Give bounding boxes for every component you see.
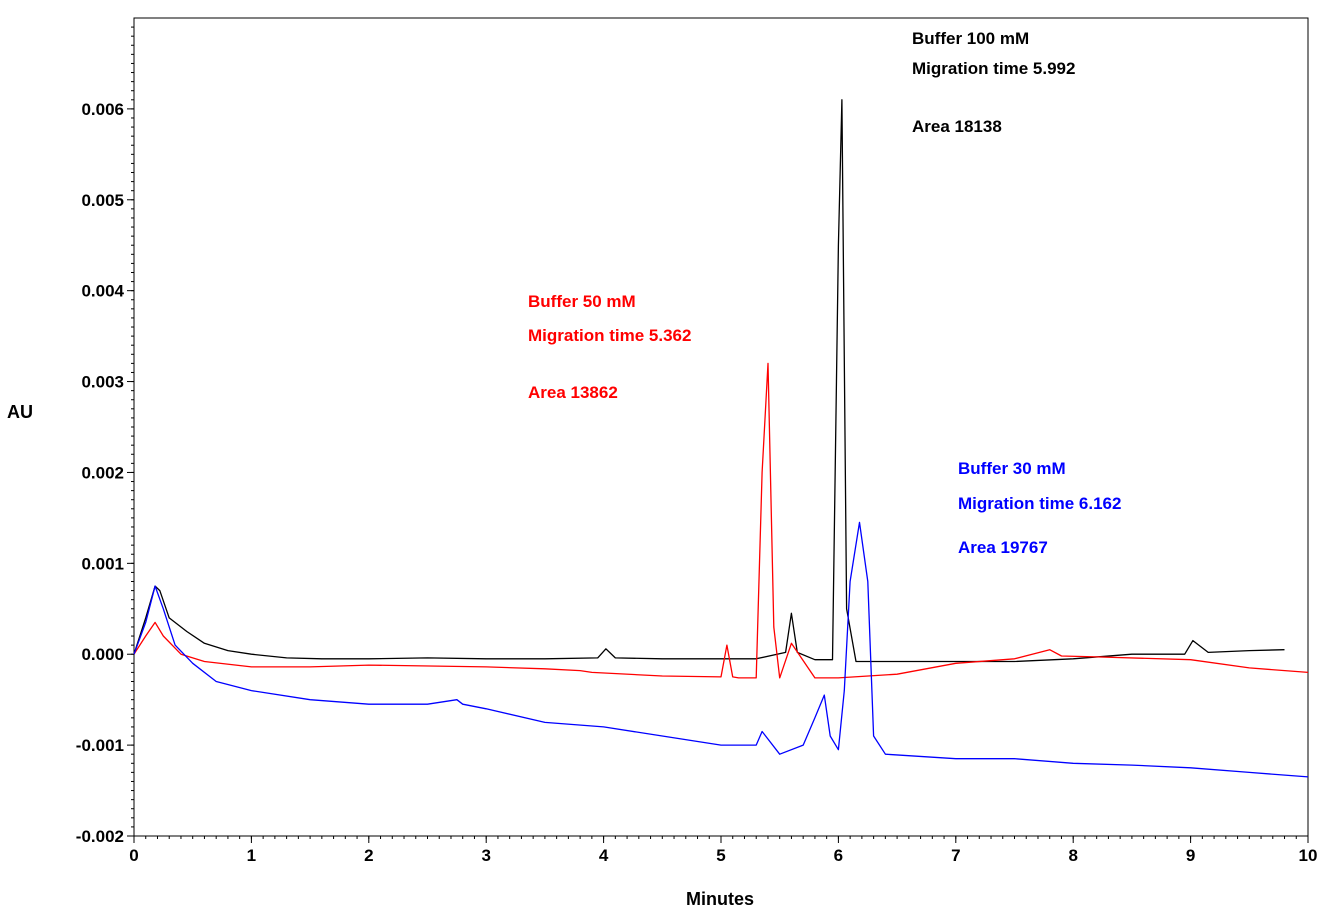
annotation-line: Migration time 5.992 bbox=[912, 59, 1075, 78]
buffer-30mm-trace bbox=[133, 521, 1309, 778]
x-tick-label: 3 bbox=[481, 846, 490, 865]
annotation-line: Buffer 100 mM bbox=[912, 29, 1029, 48]
series-layer bbox=[133, 99, 1309, 778]
x-tick-label: 6 bbox=[834, 846, 843, 865]
y-tick-label: 0.003 bbox=[81, 373, 124, 392]
x-tick-label: 10 bbox=[1299, 846, 1318, 865]
y-axis: -0.002 -0.001 0.000 0.001 0.002 0.003 0.004 0.0… bbox=[76, 26, 134, 846]
y-tick-label: 0.004 bbox=[81, 282, 124, 301]
annotation-buffer-100mm: Buffer 100 mM Migration time 5.992 Area 18… bbox=[912, 29, 1075, 136]
buffer-100mm-trace bbox=[133, 99, 1285, 663]
y-tick-label: 0.000 bbox=[81, 645, 124, 664]
annotation-line: Area 13862 bbox=[528, 383, 618, 402]
x-tick-label: 1 bbox=[247, 846, 256, 865]
y-tick-label: 0.006 bbox=[81, 100, 124, 119]
x-tick-label: 7 bbox=[951, 846, 960, 865]
plot-frame bbox=[133, 17, 1309, 837]
x-tick-label: 9 bbox=[1186, 846, 1195, 865]
x-tick-label: 0 bbox=[129, 846, 138, 865]
x-axis: 0 1 2 3 4 5 6 7 8 9 10 bbox=[129, 836, 1317, 865]
annotation-line: Migration time 6.162 bbox=[958, 494, 1121, 513]
x-tick-label: 4 bbox=[599, 846, 609, 865]
y-tick-label: -0.001 bbox=[76, 736, 124, 755]
annotation-line: Area 18138 bbox=[912, 117, 1002, 136]
annotation-buffer-30mm: Buffer 30 mM Migration time 6.162 Area 197… bbox=[958, 459, 1121, 557]
annotation-line: Migration time 5.362 bbox=[528, 326, 691, 345]
annotation-line: Buffer 30 mM bbox=[958, 459, 1066, 478]
x-tick-label: 2 bbox=[364, 846, 373, 865]
y-tick-label: 0.001 bbox=[81, 554, 124, 573]
x-axis-title: Minutes bbox=[686, 889, 754, 909]
y-tick-label: -0.002 bbox=[76, 827, 124, 846]
y-axis-title: AU bbox=[7, 402, 33, 422]
x-tick-label: 5 bbox=[716, 846, 725, 865]
x-tick-label: 8 bbox=[1068, 846, 1077, 865]
annotation-line: Area 19767 bbox=[958, 538, 1048, 557]
annotation-layer: Buffer 100 mM Migration time 5.992 Area 18… bbox=[528, 29, 1121, 557]
buffer-50mm-trace bbox=[133, 362, 1309, 679]
annotation-buffer-50mm: Buffer 50 mM Migration time 5.362 Area 138… bbox=[528, 292, 691, 402]
y-tick-label: 0.005 bbox=[81, 191, 124, 210]
y-tick-label: 0.002 bbox=[81, 463, 124, 482]
annotation-line: Buffer 50 mM bbox=[528, 292, 636, 311]
